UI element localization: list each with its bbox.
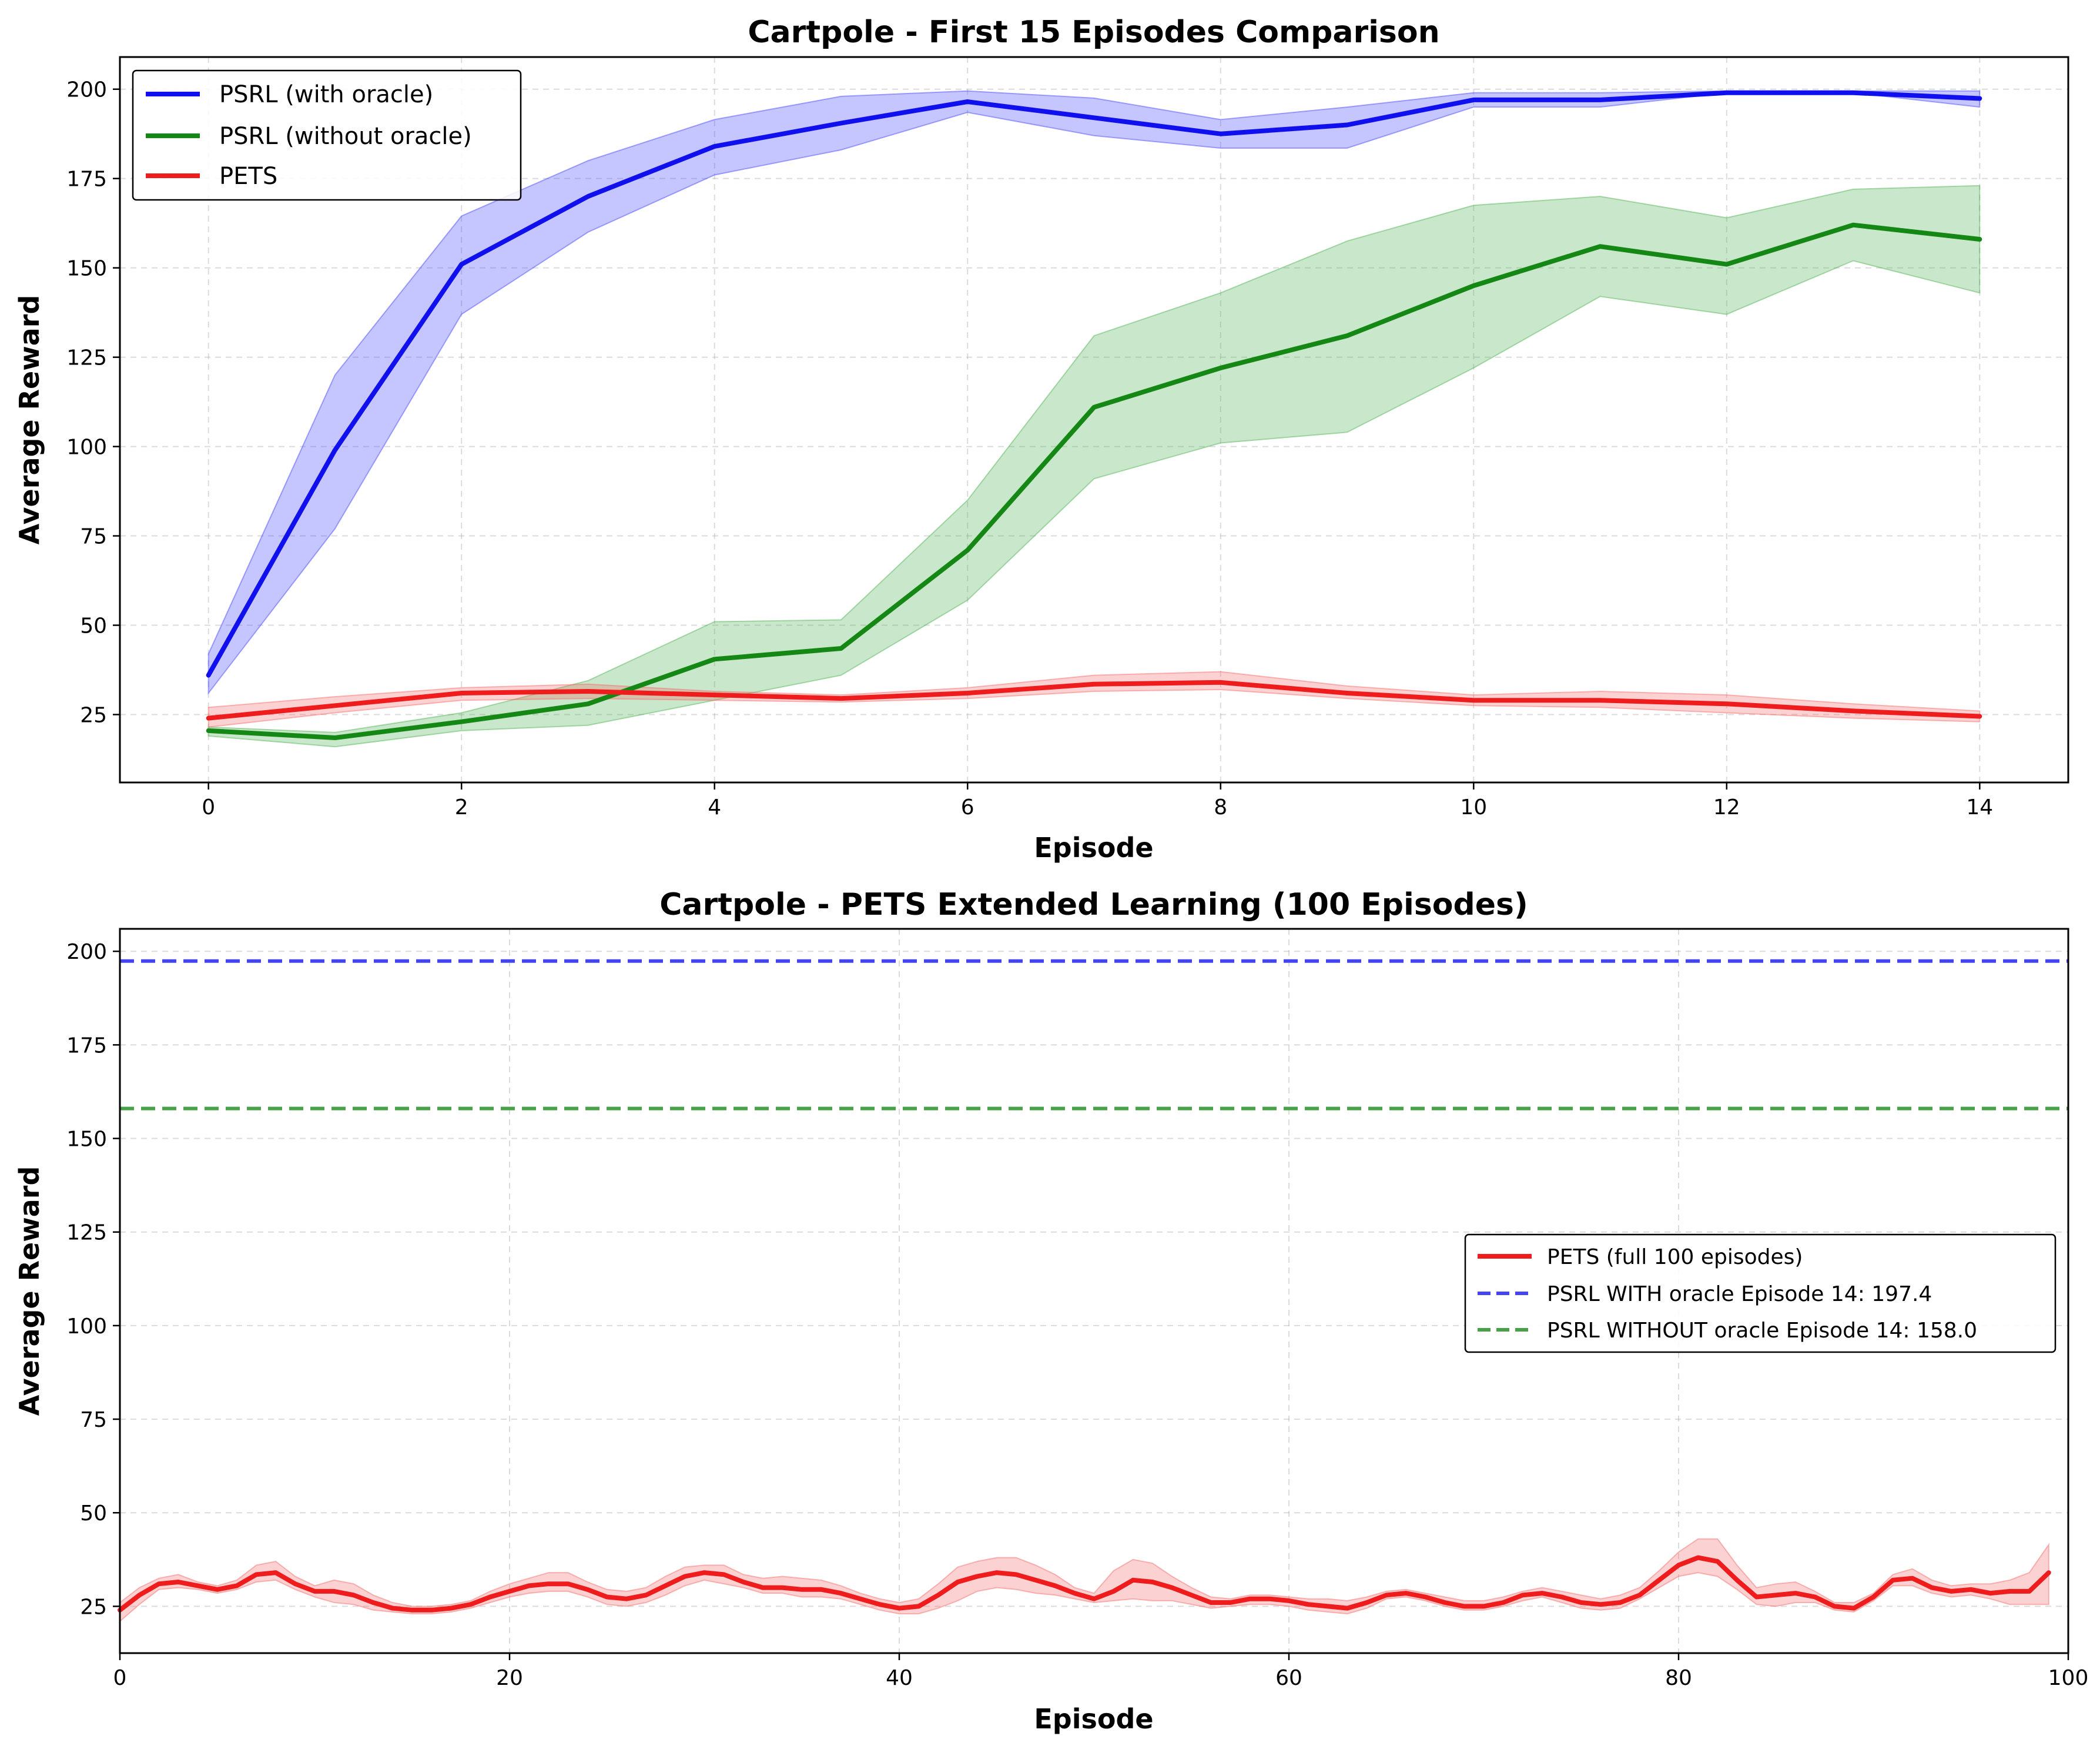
legend-entry-pets: PETS xyxy=(146,163,277,190)
chart1-x-ticks: 0 2 4 6 8 10 12 14 xyxy=(202,782,1993,820)
chart2-y-ticks: 25 50 75 100 125 150 175 200 xyxy=(66,940,120,1619)
legend-entry-psrl-with-oracle: PSRL (with oracle) xyxy=(146,81,433,108)
legend-label-psrl-with-oracle-episode-14: PSRL WITH oracle Episode 14: 197.4 xyxy=(1547,1282,1932,1306)
chart2-x-tick-label-80: 80 xyxy=(1665,1666,1692,1690)
legend-label-psrl-without-oracle-episode-14: PSRL WITHOUT oracle Episode 14: 158.0 xyxy=(1547,1319,1977,1343)
chart2-x-tick-label-100: 100 xyxy=(2048,1666,2089,1690)
chart2-y-tick-label-200: 200 xyxy=(66,940,107,964)
chart1-series-psrl-with-oracle-line xyxy=(206,90,1982,678)
chart2-legend-box xyxy=(1464,1233,2057,1353)
chart1-title: Cartpole - First 15 Episodes Comparison xyxy=(748,15,1439,50)
chart1-x-tick-label-10: 10 xyxy=(1460,795,1487,820)
chart1-legend-box xyxy=(132,69,522,201)
chart1-y-tick-label-75: 75 xyxy=(80,525,107,549)
legend-entry-psrl-with-oracle-episode-14: PSRL WITH oracle Episode 14: 197.4 xyxy=(1478,1282,1932,1306)
legend-label-psrl-without-oracle: PSRL (without oracle) xyxy=(219,123,472,150)
chart2-y-tick-label-150: 150 xyxy=(66,1128,107,1152)
legend-label-pets-full: PETS (full 100 episodes) xyxy=(1547,1245,1803,1269)
chart2-x-ticks: 0 20 40 60 80 100 xyxy=(113,1653,2089,1690)
chart1-y-tick-label-200: 200 xyxy=(66,78,107,102)
chart1-x-tick-label-2: 2 xyxy=(455,795,468,820)
chart1-y-ticks: 25 50 75 100 125 150 175 200 xyxy=(66,78,120,728)
chart2-y-tick-label-100: 100 xyxy=(66,1314,107,1339)
legend-entry-psrl-without-oracle: PSRL (without oracle) xyxy=(146,123,472,150)
chart1-y-tick-label-125: 125 xyxy=(66,346,107,370)
chart1-y-tick-label-50: 50 xyxy=(80,614,107,638)
chart2-x-tick-label-60: 60 xyxy=(1275,1666,1302,1690)
chart1-y-tick-label-175: 175 xyxy=(66,168,107,192)
chart2-x-tick-label-40: 40 xyxy=(886,1666,913,1690)
chart2-axes-frame xyxy=(119,928,2069,1654)
chart1-y-tick-label-100: 100 xyxy=(66,436,107,460)
chart-pets-extended-learning: Cartpole - PETS Extended Learning (100 E… xyxy=(14,887,2088,1735)
chart2-y-tick-label-25: 25 xyxy=(80,1595,107,1619)
chart2-y-tick-label-50: 50 xyxy=(80,1501,107,1526)
chart2-y-tick-label-175: 175 xyxy=(66,1033,107,1058)
chart1-series-psrl-without-oracle-line xyxy=(206,222,1982,740)
chart2-series-pets-full-100-episodes-line xyxy=(118,1555,2051,1613)
chart-first-15-episodes: Cartpole - First 15 Episodes Comparison … xyxy=(14,15,2069,864)
chart1-gridlines xyxy=(120,57,2068,782)
chart2-y-tick-label-75: 75 xyxy=(80,1408,107,1432)
chart1-series-psrl-without-oracle-band xyxy=(207,185,1981,748)
chart2-legend: PETS (full 100 episodes) PSRL WITH oracl… xyxy=(1464,1233,2057,1353)
chart1-x-tick-label-12: 12 xyxy=(1713,795,1740,820)
chart1-x-tick-label-6: 6 xyxy=(961,795,974,820)
chart1-y-tick-label-25: 25 xyxy=(80,704,107,728)
legend-entry-pets-full: PETS (full 100 episodes) xyxy=(1478,1245,1803,1269)
chart2-x-tick-label-20: 20 xyxy=(496,1666,523,1690)
chart2-x-tick-label-0: 0 xyxy=(113,1666,127,1690)
legend-entry-psrl-without-oracle-episode-14: PSRL WITHOUT oracle Episode 14: 158.0 xyxy=(1478,1319,1977,1343)
chart1-legend: PSRL (with oracle) PSRL (without oracle)… xyxy=(132,69,522,201)
chart1-x-tick-label-4: 4 xyxy=(708,795,721,820)
chart1-axes-frame xyxy=(119,56,2069,784)
legend-label-pets: PETS xyxy=(219,163,277,190)
legend-label-psrl-with-oracle: PSRL (with oracle) xyxy=(219,81,433,108)
chart2-series-lines xyxy=(118,959,2068,1613)
chart1-x-axis-label: Episode xyxy=(1034,832,1153,864)
chart2-title: Cartpole - PETS Extended Learning (100 E… xyxy=(659,887,1528,922)
chart2-y-axis-label: Average Reward xyxy=(14,1166,45,1416)
chart2-x-axis-label: Episode xyxy=(1034,1703,1153,1735)
chart1-series-pets-line xyxy=(206,680,1982,721)
chart1-x-tick-label-0: 0 xyxy=(202,795,215,820)
chart1-series-psrl-with-oracle-band xyxy=(207,90,1981,695)
chart2-y-tick-label-125: 125 xyxy=(66,1221,107,1245)
chart1-x-tick-label-14: 14 xyxy=(1966,795,1993,820)
chart1-series-lines xyxy=(206,90,1982,740)
chart1-y-tick-label-150: 150 xyxy=(66,257,107,281)
chart1-y-axis-label: Average Reward xyxy=(14,295,45,545)
chart1-x-tick-label-8: 8 xyxy=(1214,795,1227,820)
